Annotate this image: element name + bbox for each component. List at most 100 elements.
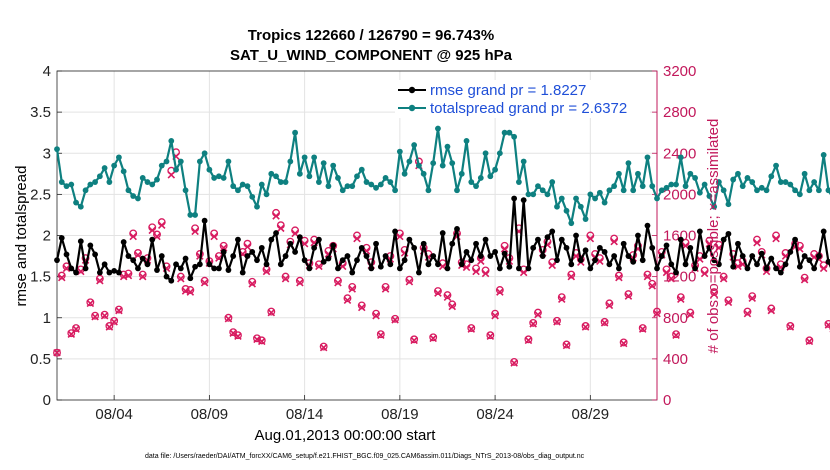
totalspread-point <box>468 179 475 185</box>
obs-assimilated-point <box>234 332 242 341</box>
totalspread-point <box>477 175 484 181</box>
totalspread-point <box>273 173 279 180</box>
obs-assimilated-point <box>296 279 304 287</box>
obs-possible-point <box>91 311 100 320</box>
rmse-point <box>87 242 94 249</box>
totalspread-point <box>458 170 465 177</box>
obs-possible-point <box>181 285 190 293</box>
rmse-point <box>396 265 403 272</box>
obs-assimilated-point <box>548 261 557 270</box>
totalspread-point <box>325 183 332 190</box>
rmse-point <box>477 253 484 259</box>
totalspread-point <box>130 193 137 199</box>
rmse-point <box>449 240 456 247</box>
obs-assimilated-point <box>281 274 290 283</box>
obs-possible-point <box>743 307 752 316</box>
obs-assimilated-point <box>710 290 718 298</box>
totalspread-point <box>639 183 646 190</box>
rmse-point <box>516 265 522 272</box>
rmse-point <box>149 236 156 243</box>
rmse-point <box>520 197 527 204</box>
totalspread-point <box>206 166 213 173</box>
obs-possible-point <box>643 270 652 279</box>
totalspread-point <box>663 184 670 191</box>
totalspread-point <box>573 195 579 202</box>
rmse-point <box>444 265 451 272</box>
totalspread-point <box>520 158 527 165</box>
rmse-point <box>573 232 579 239</box>
rmse-point <box>706 244 713 251</box>
rmse-point <box>377 263 384 270</box>
rmse-point <box>554 257 560 264</box>
obs-possible-point <box>429 333 438 342</box>
obs-assimilated-point <box>557 295 566 304</box>
obs-possible-point <box>667 272 676 281</box>
totalspread-point <box>58 179 65 185</box>
totalspread-point <box>782 179 789 185</box>
totalspread-point <box>277 179 284 185</box>
rmse-point <box>339 257 346 264</box>
obs-possible-point <box>710 288 719 296</box>
rmse-point <box>682 261 689 268</box>
rmse-point <box>549 228 556 235</box>
rmse-point <box>196 261 203 268</box>
obs-assimilated-point <box>334 279 342 287</box>
rmse-point <box>244 253 251 259</box>
totalspread-point <box>439 162 446 169</box>
rmse-point <box>768 255 775 262</box>
totalspread-point <box>158 162 165 169</box>
obs-possible-point <box>124 269 133 278</box>
totalspread-point <box>149 181 156 188</box>
totalspread-point <box>773 162 779 169</box>
rmse-point <box>511 195 518 202</box>
totalspread-point <box>382 175 389 181</box>
obs-possible-point <box>405 275 414 284</box>
obs-possible-point <box>600 317 609 326</box>
totalspread-point <box>387 179 394 185</box>
rmse-point <box>454 226 460 232</box>
rmse-point <box>282 253 289 259</box>
rmse-point <box>563 244 570 251</box>
rmse-point <box>163 273 170 280</box>
rmse-point <box>630 258 637 265</box>
obs-assimilated-point <box>129 232 137 241</box>
rmse-point <box>435 261 441 268</box>
obs-possible-point <box>605 299 614 308</box>
rmse-point <box>201 217 208 224</box>
totalspread-point <box>635 170 641 177</box>
totalspread-point <box>592 195 598 202</box>
totalspread-point <box>530 191 537 198</box>
totalspread-point <box>516 179 522 185</box>
obs-assimilated-point <box>615 273 623 282</box>
totalspread-point <box>311 154 318 161</box>
totalspread-point <box>730 176 737 183</box>
obs-assimilated-point <box>529 320 537 328</box>
rmse-point <box>401 257 408 264</box>
totalspread-point <box>335 175 341 181</box>
obs-possible-point <box>524 335 533 344</box>
obs-assimilated-point <box>643 272 652 281</box>
obs-assimilated-point <box>510 359 518 367</box>
obs-assimilated-point <box>86 299 95 308</box>
rmse-point <box>825 258 830 265</box>
rmse-point <box>54 257 60 264</box>
totalspread-point <box>425 187 432 194</box>
rmse-point <box>673 269 679 276</box>
series-totalspread <box>54 125 830 227</box>
rmse-point <box>254 257 260 264</box>
obs-assimilated-point <box>319 343 328 352</box>
x-tick-label: 08/14 <box>286 406 324 423</box>
totalspread-point <box>482 150 489 157</box>
totalspread-point <box>487 173 494 180</box>
totalspread-point <box>77 203 84 210</box>
obs-assimilated-point <box>115 306 123 315</box>
obs-assimilated-point <box>229 329 237 337</box>
obs-assimilated-point <box>253 335 261 344</box>
rmse-point <box>192 263 198 270</box>
obs-assimilated-point <box>605 301 614 310</box>
obs-possible-point <box>376 330 385 339</box>
obs-possible-point <box>381 282 390 291</box>
totalspread-point <box>625 160 632 167</box>
rmse-point <box>777 269 784 276</box>
totalspread-point <box>787 181 794 188</box>
